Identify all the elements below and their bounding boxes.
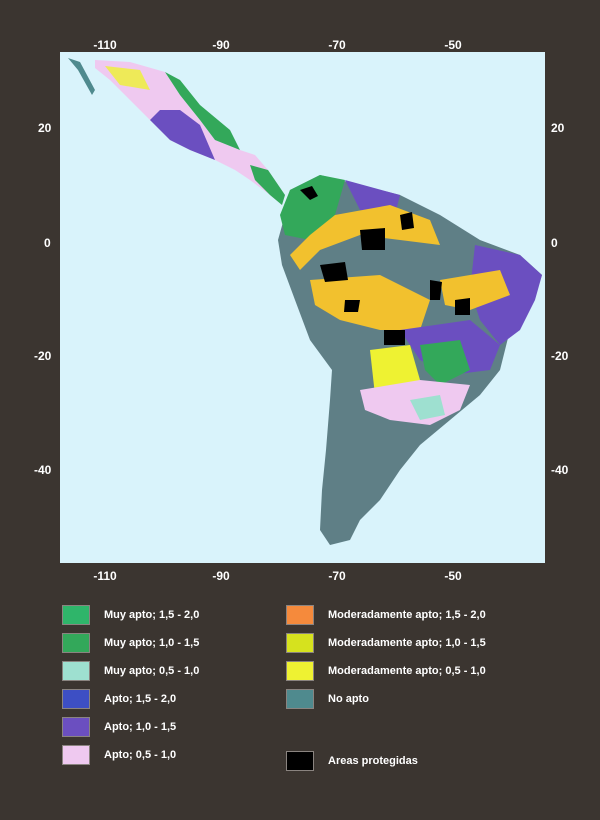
- legend-label: Moderadamente apto; 0,5 - 1,0: [328, 665, 486, 677]
- lon-tick-bottom: -50: [444, 569, 462, 583]
- lon-tick-top: -90: [212, 38, 230, 52]
- legend-label: Muy apto; 1,5 - 2,0: [104, 609, 200, 621]
- legend-item: No apto: [286, 689, 369, 709]
- lon-tick-bottom: -70: [328, 569, 346, 583]
- legend-item: Moderadamente apto; 1,0 - 1,5: [286, 633, 486, 653]
- legend-item: Apto; 1,0 - 1,5: [62, 717, 176, 737]
- lon-tick-bottom: -90: [212, 569, 230, 583]
- legend-item: Muy apto; 1,0 - 1,5: [62, 633, 199, 653]
- lat-tick-right: -40: [551, 463, 569, 477]
- legend-item: Moderadamente apto; 0,5 - 1,0: [286, 661, 486, 681]
- legend-swatch: [62, 717, 90, 737]
- legend-label: Moderadamente apto; 1,5 - 2,0: [328, 609, 486, 621]
- lat-tick-left: 0: [44, 236, 51, 250]
- map-svg: [68, 58, 542, 545]
- legend-swatch: [286, 633, 314, 653]
- lat-tick-right: 0: [551, 236, 558, 250]
- legend-swatch: [62, 745, 90, 765]
- lat-tick-right: -20: [551, 349, 569, 363]
- lat-tick-left: -20: [34, 349, 52, 363]
- lon-tick-top: -110: [93, 38, 117, 52]
- lon-tick-top: -50: [444, 38, 462, 52]
- legend-swatch: [286, 661, 314, 681]
- central-america-mexico: [68, 58, 285, 205]
- legend-label: Muy apto; 1,0 - 1,5: [104, 637, 200, 649]
- legend-label: Muy apto; 0,5 - 1,0: [104, 665, 200, 677]
- lon-tick-top: -70: [328, 38, 346, 52]
- legend-item: Muy apto; 1,5 - 2,0: [62, 605, 199, 625]
- legend-swatch: [62, 689, 90, 709]
- legend-label: Apto; 0,5 - 1,0: [104, 749, 177, 761]
- lat-tick-left: 20: [38, 121, 52, 135]
- legend-swatch: [286, 751, 314, 771]
- legend-label: Apto; 1,0 - 1,5: [104, 721, 177, 733]
- legend-label: Areas protegidas: [328, 755, 418, 767]
- south-america: [278, 175, 542, 545]
- legend-item: Apto; 1,5 - 2,0: [62, 689, 176, 709]
- map-panel: [60, 52, 545, 563]
- legend-swatch: [286, 689, 314, 709]
- lat-tick-right: 20: [551, 121, 565, 135]
- legend-label: Apto; 1,5 - 2,0: [104, 693, 177, 705]
- legend-swatch: [62, 605, 90, 625]
- legend-item: Areas protegidas: [286, 751, 418, 771]
- lon-tick-bottom: -110: [93, 569, 117, 583]
- legend-swatch: [62, 633, 90, 653]
- legend-swatch: [62, 661, 90, 681]
- lat-tick-left: -40: [34, 463, 52, 477]
- legend-label: Moderadamente apto; 1,0 - 1,5: [328, 637, 486, 649]
- legend-item: Apto; 0,5 - 1,0: [62, 745, 176, 765]
- legend-label: No apto: [328, 693, 369, 705]
- legend-item: Moderadamente apto; 1,5 - 2,0: [286, 605, 486, 625]
- legend-swatch: [286, 605, 314, 625]
- legend-item: Muy apto; 0,5 - 1,0: [62, 661, 199, 681]
